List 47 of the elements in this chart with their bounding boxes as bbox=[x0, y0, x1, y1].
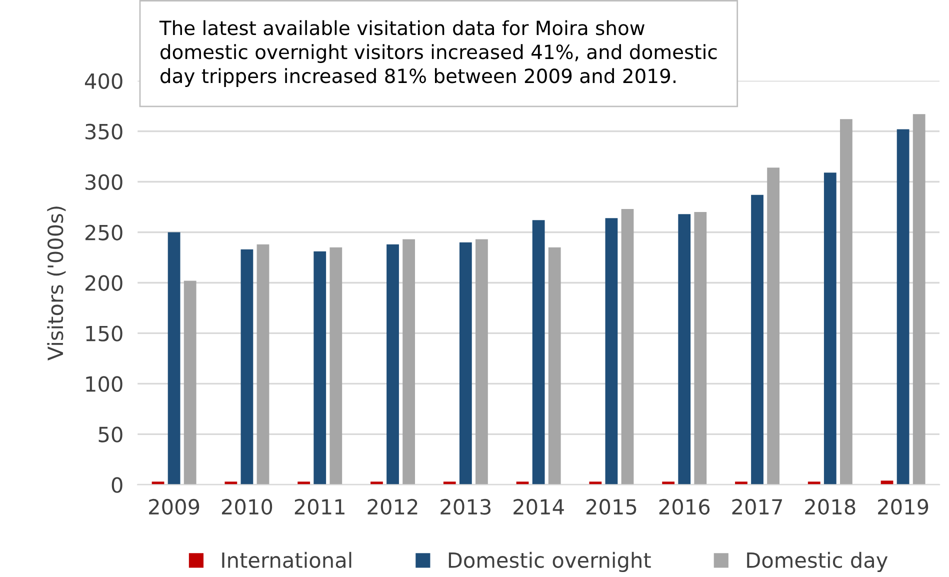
bar bbox=[184, 280, 196, 485]
y-tick-label: 350 bbox=[86, 124, 122, 140]
bar bbox=[532, 220, 545, 485]
y-tick-label: 0 bbox=[112, 477, 122, 493]
y-tick-label: 50 bbox=[98, 426, 122, 442]
legend-label: Domestic overnight bbox=[448, 552, 651, 572]
bar bbox=[912, 114, 926, 485]
legend-label: International bbox=[222, 552, 352, 568]
y-tick-label: 100 bbox=[86, 376, 122, 392]
bar bbox=[476, 239, 488, 485]
bar bbox=[678, 214, 691, 485]
x-tick-label: 2012 bbox=[368, 498, 418, 515]
bar bbox=[621, 209, 634, 485]
x-tick-label: 2009 bbox=[149, 498, 200, 515]
bar bbox=[548, 247, 561, 485]
bar bbox=[240, 249, 254, 485]
x-tick-label: 2015 bbox=[586, 498, 636, 515]
x-tick-label: 2011 bbox=[294, 498, 344, 515]
y-tick-label: 200 bbox=[85, 275, 122, 291]
x-tick-label: 2017 bbox=[732, 498, 782, 515]
x-tick-label: 2016 bbox=[659, 498, 710, 515]
bar bbox=[314, 251, 326, 485]
bar bbox=[824, 172, 836, 485]
x-tick-label: 2019 bbox=[878, 498, 928, 515]
bar bbox=[459, 242, 472, 485]
x-tick-label: 2010 bbox=[222, 498, 272, 515]
bar bbox=[751, 194, 764, 485]
y-tick-label: 150 bbox=[86, 326, 122, 342]
bar bbox=[694, 212, 707, 485]
bar bbox=[402, 239, 415, 485]
bar bbox=[256, 244, 270, 485]
y-tick-label: 400 bbox=[84, 73, 122, 89]
y-tick-label: 300 bbox=[86, 174, 122, 190]
annotation: The latest available visitation data for Moira show domestic overnight visitors increased 41%, and domestic day trippers increased 81% between 2009 and 2019. bbox=[159, 20, 717, 87]
x-tick-label: 2018 bbox=[805, 498, 856, 515]
bar bbox=[896, 129, 910, 485]
y-tick-label: 250 bbox=[85, 224, 122, 240]
bar bbox=[168, 232, 180, 485]
bar bbox=[767, 168, 780, 485]
bar bbox=[840, 119, 852, 485]
bar bbox=[386, 244, 399, 485]
legend-label: Domestic day bbox=[747, 552, 888, 572]
x-tick-label: 2013 bbox=[440, 498, 490, 515]
bar bbox=[330, 247, 342, 485]
y-axis-title: Visitors ('000s) bbox=[47, 206, 66, 360]
x-tick-label: 2014 bbox=[514, 498, 564, 515]
bar bbox=[605, 218, 618, 485]
